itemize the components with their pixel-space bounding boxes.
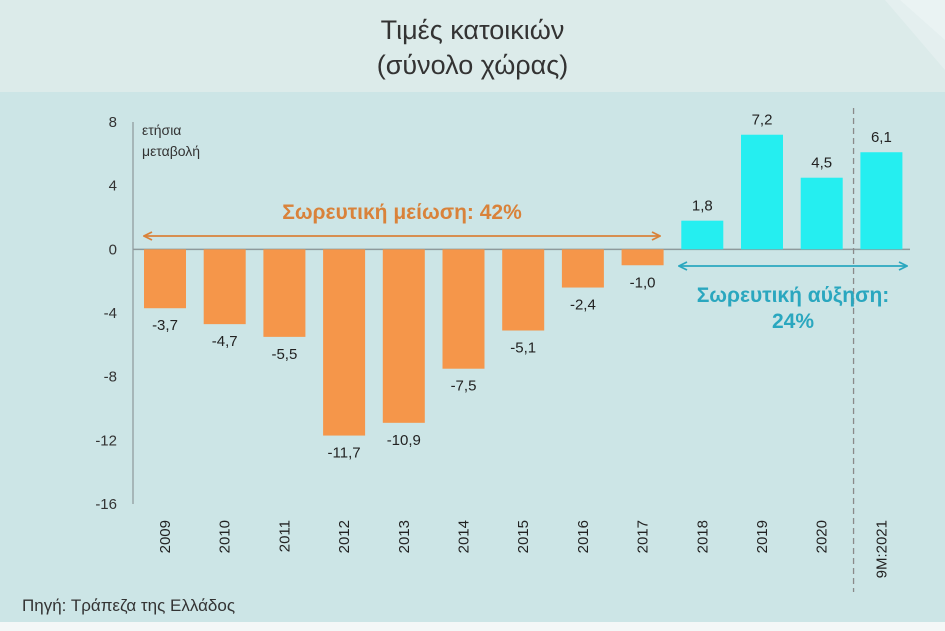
- bar-2010: [203, 249, 246, 325]
- x-tick-label: 2018: [694, 520, 711, 553]
- bar-2012: [323, 249, 366, 436]
- bottom-strip: [0, 622, 945, 631]
- y-tick-label: -16: [95, 496, 117, 513]
- source-note: Πηγή: Τράπεζα της Ελλάδος: [22, 596, 236, 615]
- bar-2020: [800, 177, 843, 250]
- x-tick-label: 2014: [456, 520, 473, 553]
- x-tick-label: 2012: [336, 520, 353, 553]
- increase-annotation-line2: 24%: [772, 310, 814, 333]
- data-label: -2,4: [570, 297, 596, 314]
- title-banner: Τιμές κατοικιών (σύνολο χώρας): [0, 0, 945, 92]
- data-label: -5,1: [510, 340, 536, 357]
- data-label: -10,9: [387, 432, 421, 449]
- increase-annotation-line1: Σωρευτική αύξηση:: [697, 284, 890, 307]
- y-tick-label: -12: [95, 432, 117, 449]
- decorative-shape: [885, 0, 945, 70]
- chart-subtitle: (σύνολο χώρας): [376, 50, 569, 80]
- x-tick-label: 9M:2021: [873, 520, 890, 578]
- x-tick-label: 2011: [276, 520, 293, 552]
- data-label: -5,5: [271, 346, 297, 363]
- y-tick-label: -8: [104, 369, 117, 386]
- x-tick-label: 2016: [575, 520, 592, 553]
- bar-2016: [561, 249, 604, 288]
- data-label: 7,2: [752, 112, 773, 129]
- bar-2019: [741, 134, 783, 250]
- y-tick-label: 8: [109, 114, 117, 131]
- y-tick-label: 4: [109, 178, 117, 195]
- data-label: -4,7: [212, 333, 238, 350]
- y-axis-label-line1: ετήσια: [142, 122, 181, 138]
- data-label: -3,7: [152, 317, 178, 334]
- data-label: -7,5: [451, 378, 477, 395]
- data-label: -1,0: [630, 274, 656, 291]
- data-label: 4,5: [811, 155, 832, 172]
- data-label: 1,8: [692, 198, 713, 215]
- bar-2009: [144, 249, 186, 309]
- x-tick-label: 2017: [635, 520, 652, 553]
- x-tick-label: 2009: [157, 520, 174, 553]
- x-tick-label: 2015: [515, 520, 532, 553]
- data-label: -11,7: [328, 445, 361, 462]
- x-tick-label: 2010: [217, 520, 234, 553]
- bar-2013: [382, 249, 425, 423]
- bar-2017: [621, 249, 664, 266]
- y-tick-label: 0: [109, 241, 117, 258]
- x-tick-label: 2019: [754, 520, 771, 553]
- bar-2011: [263, 249, 306, 337]
- x-tick-label: 2013: [396, 520, 413, 553]
- chart-title: Τιμές κατοικιών: [380, 15, 565, 45]
- bar-9M2021: [860, 152, 903, 250]
- bar-2015: [502, 249, 545, 331]
- y-tick-label: -4: [104, 305, 117, 322]
- x-tick-label: 2020: [814, 520, 831, 553]
- data-label: 6,1: [871, 129, 892, 146]
- bar-2018: [681, 220, 724, 250]
- y-axis-label-line2: μεταβολή: [142, 143, 200, 159]
- bar-2014: [442, 249, 485, 369]
- decline-annotation: Σωρευτική μείωση: 42%: [282, 201, 522, 224]
